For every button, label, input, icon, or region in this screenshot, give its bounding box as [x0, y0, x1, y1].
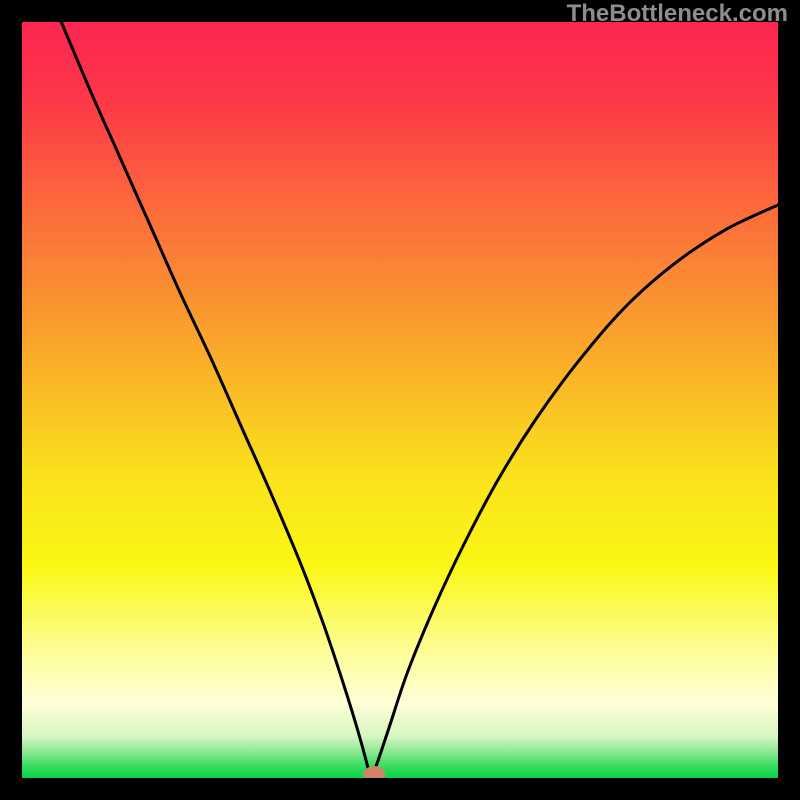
- watermark-text: TheBottleneck.com: [567, 0, 788, 28]
- chart-background: [22, 22, 778, 778]
- chart-plot-area: [22, 22, 778, 778]
